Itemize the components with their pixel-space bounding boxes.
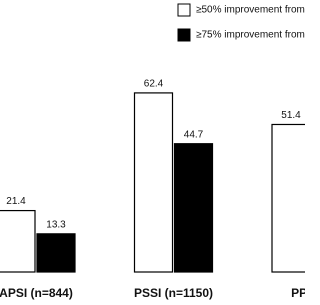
- x-tick-label: APSI (n=844): [0, 286, 73, 300]
- legend-label: ≥50% improvement from: [196, 5, 305, 16]
- x-tick-label: PSSI (n=1150): [134, 286, 213, 300]
- bar: [271, 123, 305, 273]
- legend-swatch: [177, 28, 191, 42]
- x-tick-label: PPPAS: [291, 286, 305, 300]
- value-label: 51.4: [281, 110, 301, 121]
- chart: ≥50% improvement from ≥75% improvement fr…: [0, 3, 305, 300]
- value-label: 44.7: [184, 129, 204, 140]
- value-label: 21.4: [6, 196, 26, 207]
- legend-swatch: [177, 3, 191, 17]
- value-label: 62.4: [144, 79, 164, 90]
- bar: [173, 143, 214, 273]
- bar: [36, 233, 76, 273]
- bar: [133, 92, 174, 273]
- legend-label: ≥75% improvement from: [196, 30, 305, 41]
- bar: [0, 209, 36, 273]
- value-label: 13.3: [46, 219, 66, 230]
